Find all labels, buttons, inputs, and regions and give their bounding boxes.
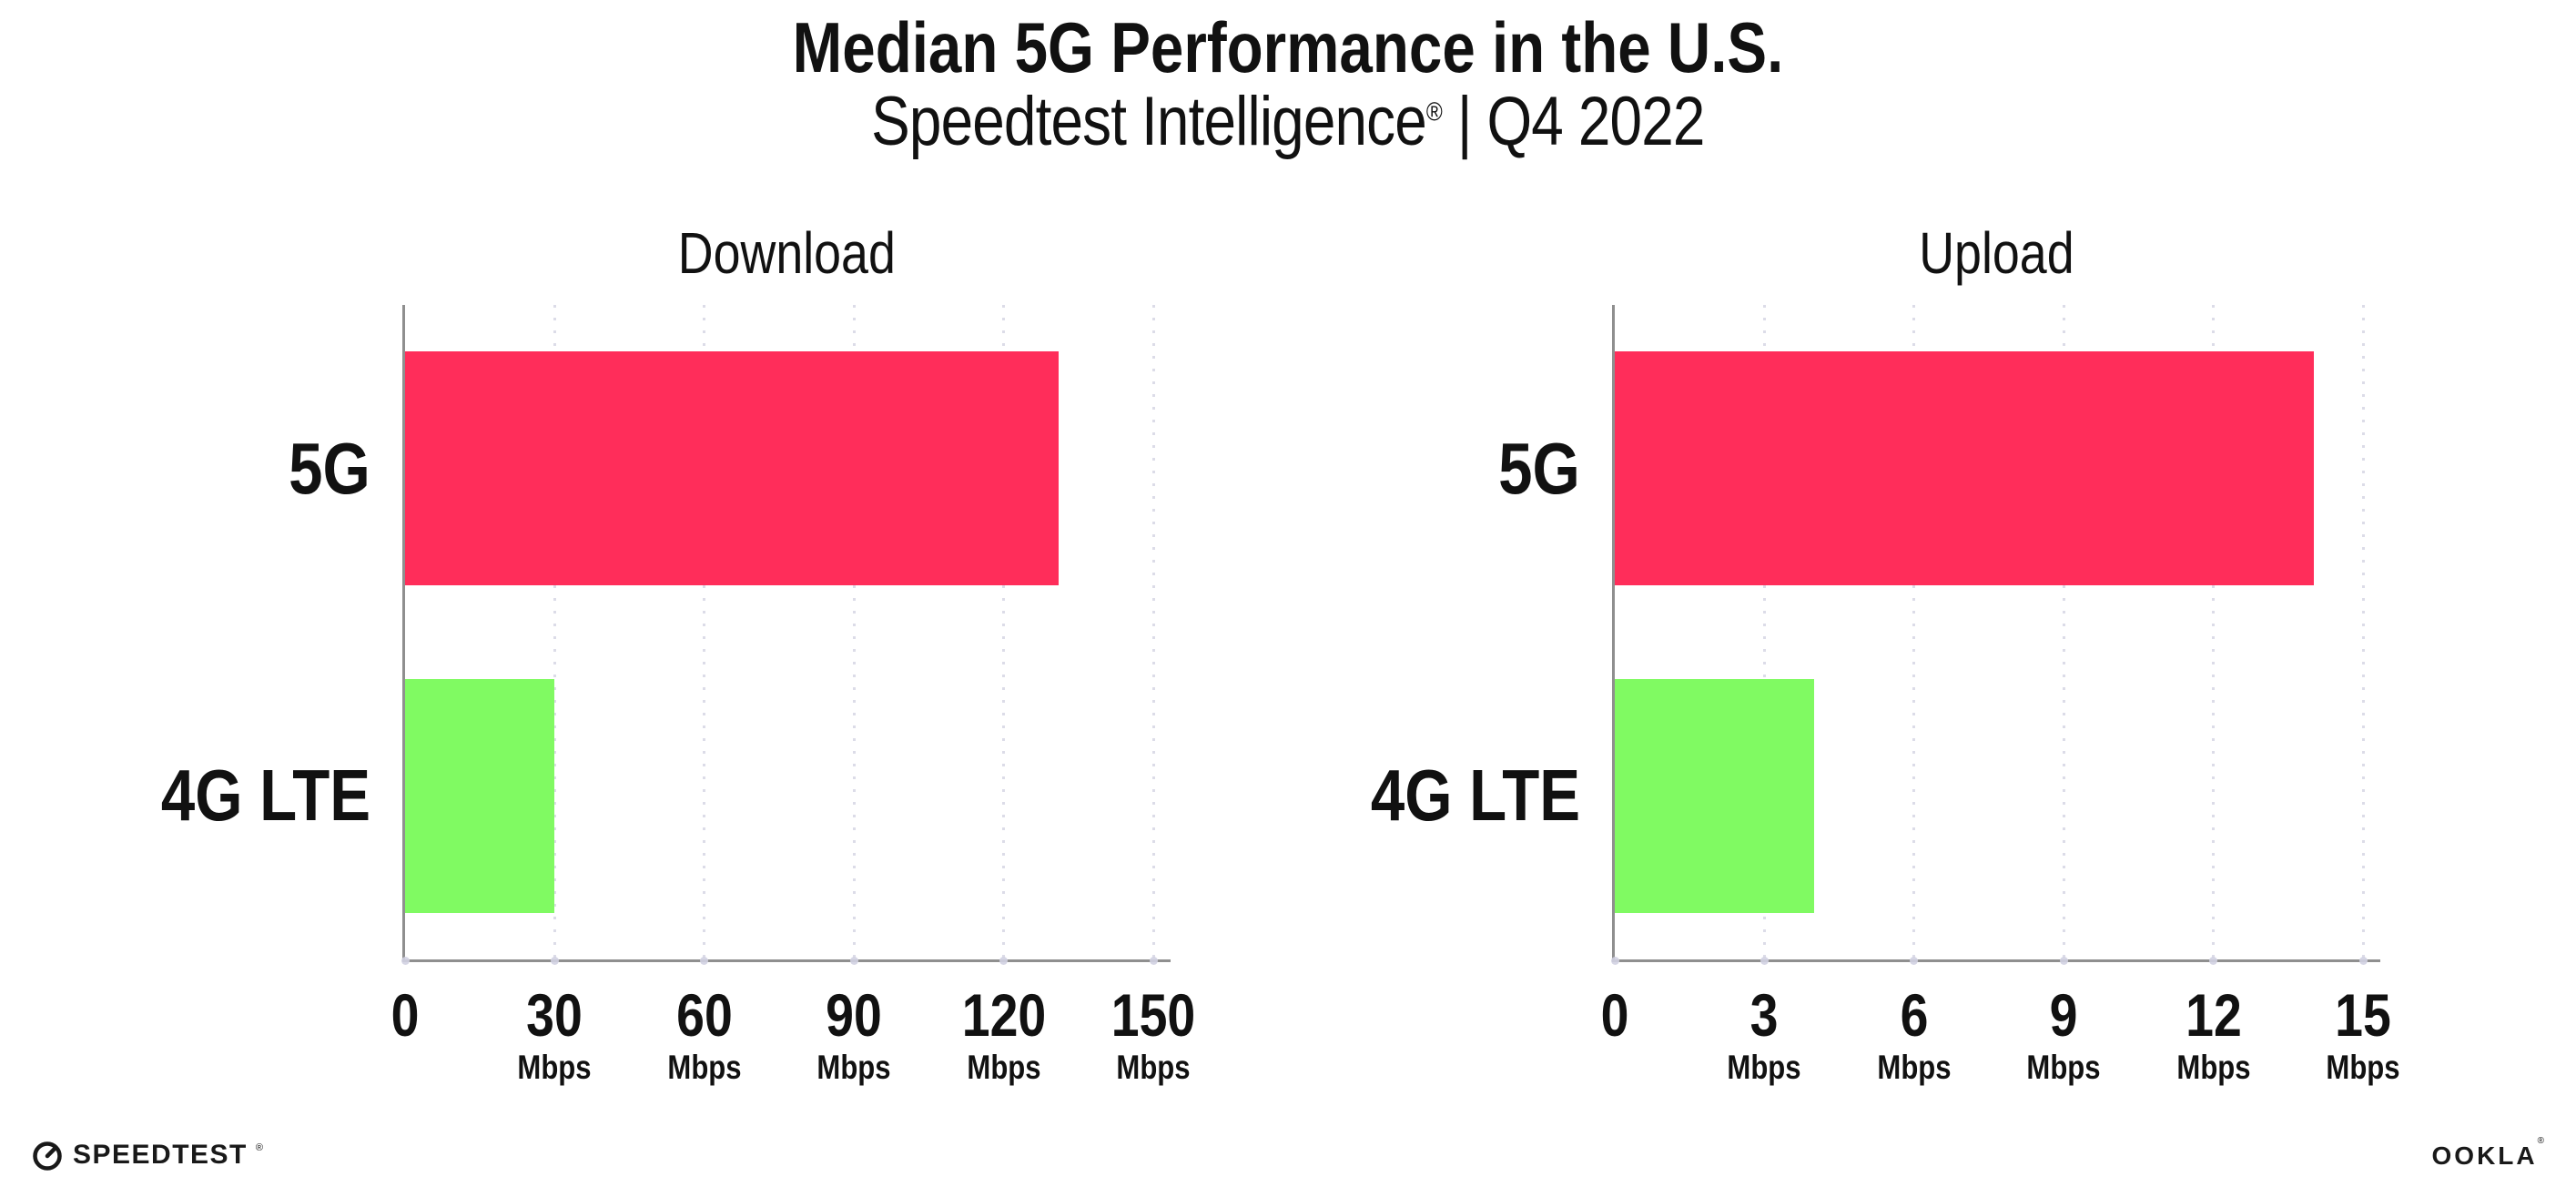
x-tick-label-15: 15: [2335, 981, 2392, 1049]
axis-tick-dot: [550, 957, 559, 965]
speedtest-wordmark: SPEEDTEST: [73, 1140, 248, 1170]
category-label-4g-lte: 4G LTE: [1370, 755, 1580, 837]
gridline-60-mbps: [703, 305, 706, 959]
x-tick-label-12: 12: [2186, 981, 2242, 1049]
x-tick-unit-label: Mbps: [816, 1049, 891, 1086]
gridline-9-mbps: [2062, 305, 2065, 959]
x-tick-unit-label: Mbps: [517, 1049, 593, 1086]
x-tick-label-60: 60: [676, 981, 733, 1049]
bar-4g-lte: [405, 678, 555, 913]
x-tick-label-0: 0: [1600, 981, 1629, 1049]
category-label-4g-lte: 4G LTE: [160, 755, 370, 837]
bar-5g: [1615, 351, 2314, 586]
gridline-6-mbps: [1912, 305, 1916, 959]
subtitle-brand: Speedtest Intelligence: [871, 83, 1427, 160]
x-tick-unit-label: Mbps: [967, 1049, 1041, 1086]
axis-tick-dot: [401, 957, 410, 965]
axis-tick-dot: [1910, 957, 1919, 965]
x-tick-label-150: 150: [1111, 981, 1196, 1049]
x-tick-unit-label: Mbps: [2326, 1049, 2400, 1086]
speedtest-gauge-icon: [33, 1141, 62, 1171]
gridline-15-mbps: [2361, 305, 2365, 959]
page-subtitle-text: Speedtest Intelligence® | Q4 2022: [871, 83, 1706, 160]
category-label-5g: 5G: [289, 427, 370, 509]
x-tick-unit-label: Mbps: [2176, 1049, 2251, 1086]
axis-tick-dot: [2358, 957, 2368, 965]
x-tick-unit-label: Mbps: [1116, 1049, 1191, 1086]
x-tick-label-3: 3: [1750, 981, 1779, 1049]
axis-tick-dot: [1610, 957, 1619, 965]
ookla-wordmark: OOKLA: [2431, 1141, 2538, 1170]
x-tick-label-30: 30: [526, 981, 583, 1049]
bar-5g: [405, 351, 1060, 586]
x-tick-unit-label: Mbps: [667, 1049, 742, 1086]
x-tick-label-9: 9: [2049, 981, 2078, 1049]
gridline-12-mbps: [2212, 305, 2216, 959]
x-tick-unit-label: Mbps: [1877, 1049, 1952, 1086]
gridline-3-mbps: [1762, 305, 1766, 959]
bar-4g-lte: [1615, 678, 1815, 913]
speedtest-logo: SPEEDTEST ®: [30, 1138, 263, 1172]
ookla-logo: OOKLA ®: [2431, 1136, 2544, 1170]
x-tick-label-90: 90: [826, 981, 883, 1049]
subtitle-period: Q4 2022: [1486, 83, 1706, 160]
gridline-90-mbps: [852, 305, 856, 959]
upload-chart-plot: 0 3 Mbps 6 Mbps 9 Mbps 12 Mbps 15 Mbps 5G 4G LTE: [1371, 305, 2400, 1084]
x-tick-unit-label: Mbps: [2026, 1049, 2101, 1086]
x-tick-label-0: 0: [390, 981, 420, 1049]
axis-tick-dot: [849, 957, 858, 965]
axis-tick-dot: [700, 957, 709, 965]
x-tick-label-6: 6: [1900, 981, 1929, 1049]
axis-tick-dot: [2059, 957, 2068, 965]
page-title: Median 5G Performance in the U.S.: [0, 7, 2576, 87]
registered-mark: ®: [1426, 97, 1443, 127]
page-title-text: Median 5G Performance in the U.S.: [792, 7, 1784, 87]
axis-tick-dot: [1760, 957, 1769, 965]
download-chart-title: Download: [677, 220, 897, 286]
x-tick-label-120: 120: [961, 981, 1047, 1049]
axis-tick-dot: [1149, 957, 1158, 965]
upload-chart-title: Upload: [1919, 220, 2074, 286]
page-subtitle: Speedtest Intelligence® | Q4 2022: [0, 84, 2576, 160]
gridline-120-mbps: [1002, 305, 1006, 959]
download-chart-plot: 0 30 Mbps 60 Mbps 90 Mbps 120 Mbps 150 Mbps 5G 4G LT…: [161, 305, 1196, 1084]
subtitle-separator: |: [1442, 83, 1487, 160]
gridline-150-mbps: [1151, 305, 1155, 959]
category-label-5g: 5G: [1498, 427, 1580, 509]
x-tick-unit-label: Mbps: [1727, 1049, 1802, 1086]
axis-tick-dot: [999, 957, 1009, 965]
axis-tick-dot: [2209, 957, 2218, 965]
gridline-30-mbps: [553, 305, 556, 959]
